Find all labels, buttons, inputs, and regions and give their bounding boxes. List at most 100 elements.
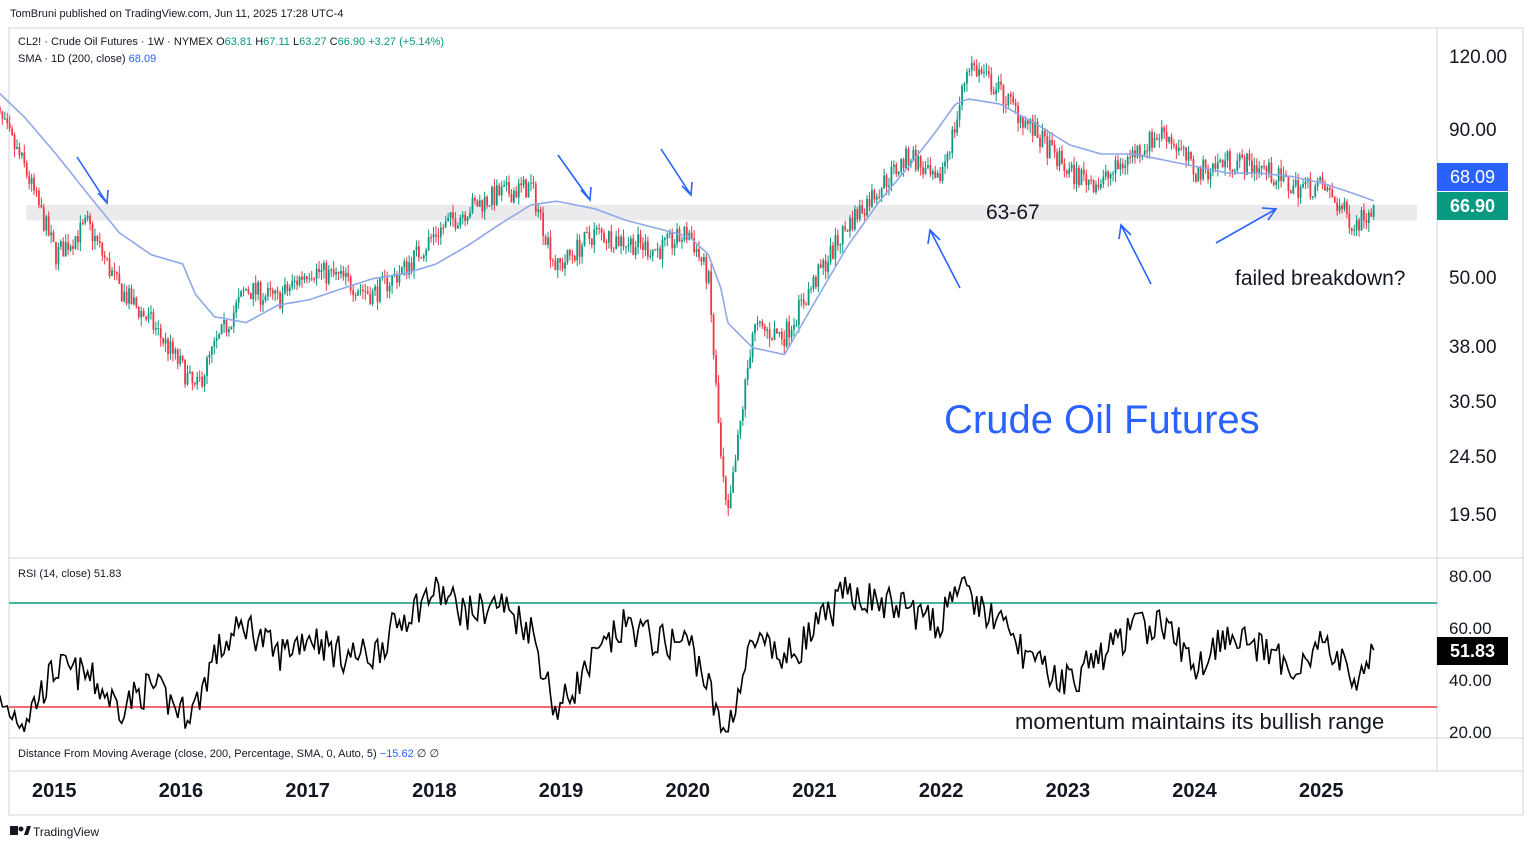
candle-body — [50, 232, 53, 236]
candle-body — [1063, 163, 1066, 171]
candle-body — [464, 214, 467, 222]
candle-body — [975, 65, 978, 76]
candle-body — [549, 237, 552, 260]
candle-body — [1041, 130, 1044, 147]
candle-body — [259, 282, 262, 305]
candle-body — [1175, 145, 1178, 152]
candle-body — [639, 234, 642, 244]
arrow-2021 — [927, 228, 961, 289]
candle-body — [1053, 145, 1056, 153]
candle-body — [705, 256, 708, 283]
candle-body — [364, 290, 367, 292]
candle-body — [1136, 145, 1139, 158]
candle-body — [931, 171, 934, 175]
candle-body — [193, 382, 196, 385]
sma-legend: SMA · 1D (200, close) 68.09 — [18, 53, 156, 65]
candle-body — [432, 234, 435, 238]
candle-body — [1048, 140, 1051, 159]
candle-body — [266, 288, 269, 297]
candle-body — [1292, 185, 1295, 194]
candle-body — [215, 338, 218, 341]
dma-empty-2: ∅ — [429, 748, 440, 760]
candle-body — [961, 85, 963, 105]
candle-body — [912, 149, 915, 161]
candle-body — [1073, 165, 1075, 184]
candle-body — [1099, 184, 1102, 188]
candle-body — [578, 239, 581, 257]
candle-body — [291, 280, 294, 288]
arrow-2015 — [76, 156, 109, 205]
candle-body — [1209, 171, 1212, 180]
candle-body — [610, 231, 613, 249]
candle-body — [1024, 120, 1027, 128]
candle-body — [776, 328, 778, 334]
candle-body — [478, 200, 481, 207]
candle-body — [1092, 180, 1095, 193]
candle-body — [1250, 160, 1253, 173]
candle-body — [403, 261, 406, 268]
candle-body — [966, 71, 968, 84]
candle-body — [941, 166, 944, 181]
candle-body — [103, 255, 106, 258]
candle-body — [953, 129, 956, 133]
candle-body — [771, 338, 773, 340]
candle-body — [1246, 153, 1248, 175]
candle-body — [1004, 104, 1007, 106]
candle-body — [1121, 163, 1124, 169]
candle-body — [425, 249, 428, 256]
candle-body — [995, 89, 998, 95]
candle-body — [488, 205, 491, 207]
candle-body — [20, 152, 23, 156]
candle-body — [853, 209, 856, 230]
candle-body — [615, 236, 618, 250]
candle-body — [586, 232, 588, 234]
candle-body — [162, 338, 165, 344]
candle-body — [38, 190, 40, 206]
candle-body — [1126, 156, 1129, 166]
candle-body — [154, 328, 157, 330]
candle-body — [678, 228, 681, 242]
candle-body — [948, 152, 951, 155]
candle-body — [269, 288, 272, 291]
candle-body — [914, 149, 917, 170]
candle-body — [79, 222, 82, 243]
candle-body — [810, 288, 812, 290]
time-tick-label: 2021 — [792, 780, 837, 802]
price-tick-label: 90.00 — [1449, 119, 1497, 141]
candle-body — [749, 357, 752, 369]
candle-body — [313, 278, 316, 280]
candle-body — [649, 255, 652, 257]
candle-body — [646, 241, 649, 257]
candle-body — [1075, 167, 1078, 184]
candle-body — [115, 271, 118, 274]
candle-body — [1082, 169, 1085, 175]
candle-body — [987, 71, 990, 75]
candle-body — [1367, 212, 1370, 224]
candle-body — [218, 333, 221, 339]
candle-body — [1304, 181, 1307, 185]
candle-body — [515, 190, 518, 198]
candle-body — [690, 232, 693, 239]
candle-body — [454, 218, 457, 229]
candle-body — [980, 69, 983, 74]
candle-body — [1109, 173, 1112, 179]
candle-body — [288, 287, 291, 292]
candle-body — [33, 177, 35, 191]
candle-body — [522, 179, 525, 186]
candle-body — [1365, 220, 1368, 224]
candle-body — [474, 197, 476, 201]
time-tick-label: 2019 — [538, 780, 584, 802]
candle-body — [544, 236, 547, 245]
candle-body — [391, 275, 394, 286]
candle-body — [169, 341, 172, 355]
candle-body — [1241, 154, 1244, 158]
candle-body — [437, 236, 440, 238]
candle-body — [1146, 150, 1149, 152]
candle-body — [892, 164, 895, 167]
candle-body — [883, 175, 886, 189]
candle-body — [366, 291, 369, 294]
candle-body — [1355, 219, 1358, 231]
candle-body — [634, 247, 637, 255]
candle-body — [990, 74, 993, 92]
candle-body — [1326, 187, 1329, 191]
